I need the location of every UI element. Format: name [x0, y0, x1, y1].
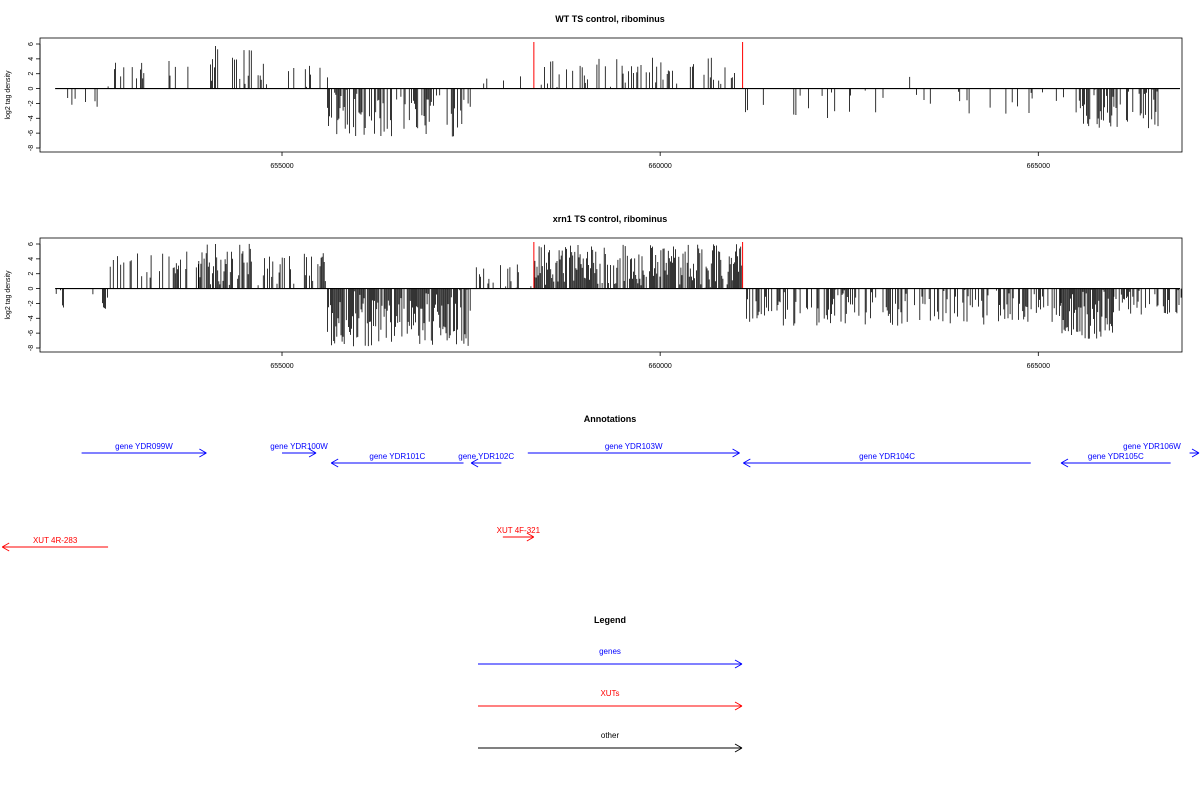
xrn1-y-tick-label: -6 — [28, 330, 35, 336]
gene-arrow — [743, 458, 1031, 468]
gene-arrow — [527, 448, 740, 458]
legend: Legend genes XUTs other — [478, 615, 743, 753]
wt-panel-title: WT TS control, ribominus — [555, 14, 665, 24]
gene-arrow — [282, 448, 317, 458]
gene-arrow — [1060, 458, 1171, 468]
annotations-track: Annotations gene YDR099W gene YDR100Wgene… — [1, 414, 1200, 552]
xrn1-y-tick-label: 2 — [28, 272, 35, 276]
xrn1-density-panel: xrn1 TS control, ribominus 6420-2-4-6-8 … — [5, 214, 1183, 370]
gene-label: gene YDR102C — [458, 452, 514, 461]
wt-y-tick-label: 2 — [28, 72, 35, 76]
xrn1-panel-title: xrn1 TS control, ribominus — [553, 214, 668, 224]
legend-label: genes — [599, 647, 621, 656]
gene-label: gene YDR106W — [1123, 442, 1181, 451]
legend-arrow — [478, 659, 743, 669]
wt-density-bars — [67, 46, 1159, 137]
legend-title: Legend — [594, 615, 626, 625]
xrn1-markers — [533, 242, 744, 289]
gene-label: gene YDR100W — [270, 442, 328, 451]
xrn1-y-tick-label: 6 — [28, 242, 35, 246]
gene-label: gene YDR104C — [859, 452, 915, 461]
xrn1-x-tick-label: 665000 — [1027, 363, 1050, 370]
xrn1-y-tick-label: -4 — [28, 315, 35, 321]
wt-x-tick-label: 665000 — [1027, 163, 1050, 170]
legend-label: other — [601, 731, 620, 740]
xut-label: XUT 4F-321 — [497, 526, 541, 535]
wt-plot-frame — [39, 37, 1183, 153]
xrn1-y-tick-label: -2 — [28, 300, 35, 306]
xrn1-x-tick-label: 655000 — [270, 363, 293, 370]
gene-label: gene YDR101C — [369, 452, 425, 461]
wt-y-tick-label: -2 — [28, 100, 35, 106]
xrn1-y-axis-label: log2 tag density — [5, 270, 12, 320]
xut-arrow — [1, 542, 109, 552]
xrn1-x-axis: 655000 660000 665000 — [270, 352, 1050, 370]
xut-label: XUT 4R-283 — [33, 536, 78, 545]
wt-x-tick-label: 655000 — [270, 163, 293, 170]
legend-arrow — [478, 743, 743, 753]
wt-y-tick-label: 6 — [28, 42, 35, 46]
xut-annotations: XUT 4R-283 XUT 4F-321 — [1, 526, 541, 552]
wt-y-axis-label: log2 tag density — [5, 70, 12, 120]
legend-arrow — [478, 701, 743, 711]
wt-y-axis: 6 4 2 0 -2 -4 -6 -8 — [28, 42, 41, 151]
gene-annotations: gene YDR099W gene YDR100W gene YDR101C gene… — [81, 442, 1200, 468]
gene-arrow — [330, 458, 464, 468]
gene-label: gene YDR099W — [115, 442, 173, 451]
wt-x-tick-label: 660000 — [648, 163, 671, 170]
wt-y-tick-label: -4 — [28, 115, 35, 121]
wt-y-tick-label: -6 — [28, 130, 35, 136]
xut-arrow — [502, 532, 535, 542]
xrn1-plot-frame — [39, 237, 1183, 353]
gene-arrow — [1189, 448, 1200, 458]
wt-y-tick-label: 4 — [28, 57, 35, 61]
wt-density-panel: WT TS control, ribominus 6 4 2 0 -2 -4 -6 -8 65… — [5, 14, 1183, 170]
xrn1-x-tick-label: 660000 — [648, 363, 671, 370]
wt-x-axis: 655000 660000 665000 — [270, 152, 1050, 170]
wt-markers — [533, 42, 744, 89]
gene-label: gene YDR105C — [1088, 452, 1144, 461]
wt-y-tick-label: 0 — [28, 87, 35, 91]
gene-arrow — [81, 448, 207, 458]
gene-label: gene YDR103W — [605, 442, 663, 451]
annotations-title: Annotations — [584, 414, 637, 424]
gene-arrow — [470, 458, 502, 468]
xrn1-y-tick-label: 4 — [28, 257, 35, 261]
xrn1-y-tick-label: 0 — [28, 287, 35, 291]
xrn1-y-axis: 6 4 2 0 -2 -4 -6 -8 — [28, 242, 41, 351]
legend-items: genes XUTs other — [478, 647, 743, 753]
xrn1-y-tick-label: -8 — [28, 345, 35, 351]
xrn1-density-bars — [55, 243, 1182, 347]
legend-label: XUTs — [600, 689, 619, 698]
wt-y-tick-label: -8 — [28, 145, 35, 151]
